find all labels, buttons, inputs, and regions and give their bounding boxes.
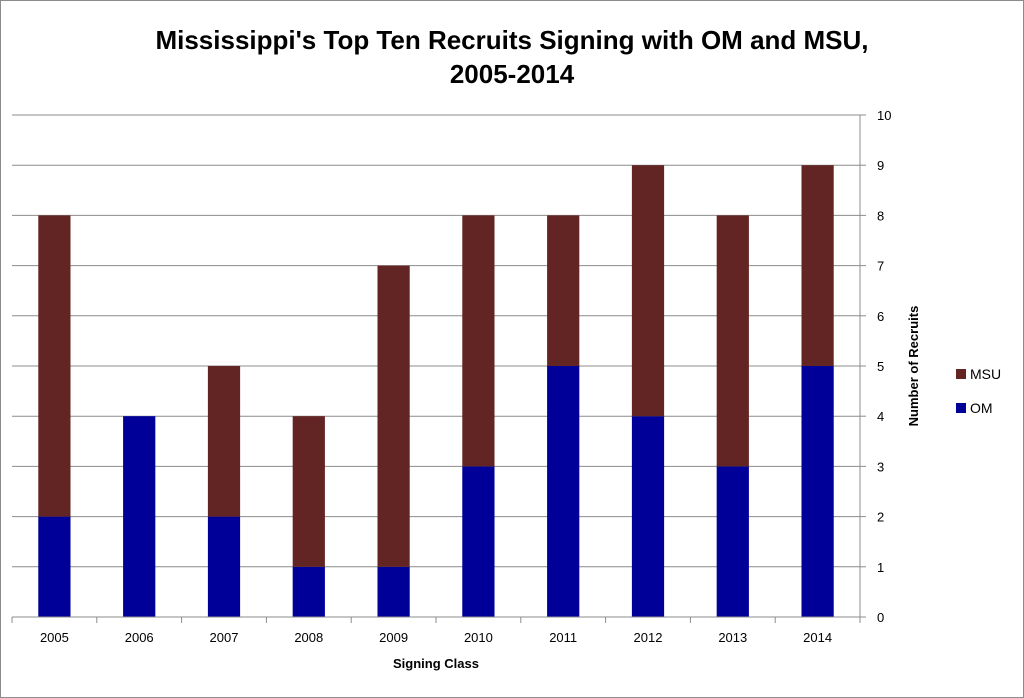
bar-msu-2014: [801, 165, 834, 366]
bar-msu-2009: [377, 265, 410, 567]
bars: [38, 165, 834, 617]
x-tick-labels: 2005 2006 2007 2008 2009 2010 2011 2012 2013 2014: [40, 630, 832, 645]
x-tick-label: 2014: [803, 630, 832, 645]
bar-msu-2008: [292, 416, 325, 567]
legend-label-msu: MSU: [970, 366, 1001, 382]
bar-om-2009: [377, 566, 410, 617]
x-tick-label: 2010: [464, 630, 493, 645]
x-tick-label: 2007: [210, 630, 239, 645]
x-tick-label: 2013: [718, 630, 747, 645]
legend-swatch-msu: [956, 369, 966, 379]
y-tick-label: 1: [877, 560, 884, 575]
bar-om-2014: [801, 366, 834, 617]
y-tick-label: 5: [877, 359, 884, 374]
x-tick-label: 2011: [549, 630, 577, 645]
y-tick-label: 9: [877, 158, 884, 173]
y-tick-label: 7: [877, 259, 884, 274]
bar-msu-2013: [716, 215, 749, 467]
y-tick-labels: 0 1 2 3 4 5 6 7 8 9 10: [877, 108, 891, 625]
legend-label-om: OM: [970, 400, 993, 416]
bar-msu-2007: [207, 366, 241, 517]
y-tick-label: 3: [877, 459, 884, 474]
chart-title: Mississippi's Top Ten Recruits Signing w…: [1, 23, 1023, 91]
bar-om-2007: [207, 516, 241, 617]
chart-title-line-1: Mississippi's Top Ten Recruits Signing w…: [155, 25, 869, 55]
x-tick-label: 2008: [294, 630, 323, 645]
bar-om-2008: [292, 566, 325, 617]
bar-om-2006: [123, 416, 156, 617]
x-tick-label: 2006: [125, 630, 154, 645]
x-tick-label: 2012: [634, 630, 663, 645]
bar-msu-2011: [547, 215, 580, 366]
y-tick-label: 8: [877, 208, 884, 223]
legend-swatch-om: [956, 403, 966, 413]
x-tick-label: 2005: [40, 630, 69, 645]
y-tick-label: 0: [877, 610, 884, 625]
y-tick-label: 6: [877, 309, 884, 324]
bar-msu-2012: [631, 165, 665, 417]
axes: [11, 114, 866, 623]
chart-title-line-2: 2005-2014: [449, 59, 575, 89]
bar-om-2011: [547, 366, 580, 617]
bar-om-2013: [716, 466, 749, 617]
x-tick-label: 2009: [379, 630, 408, 645]
bar-om-2012: [631, 416, 665, 617]
y-axis-title: Number of Recruits: [906, 306, 921, 427]
y-tick-label: 4: [877, 409, 884, 424]
legend: MSU OM: [956, 366, 1001, 416]
y-tick-label: 10: [877, 108, 891, 123]
bar-om-2005: [38, 516, 71, 617]
x-axis-title: Signing Class: [393, 656, 479, 671]
bar-msu-2005: [38, 215, 71, 517]
bar-msu-2010: [462, 215, 495, 467]
y-tick-label: 2: [877, 510, 884, 525]
bar-om-2010: [462, 466, 495, 617]
